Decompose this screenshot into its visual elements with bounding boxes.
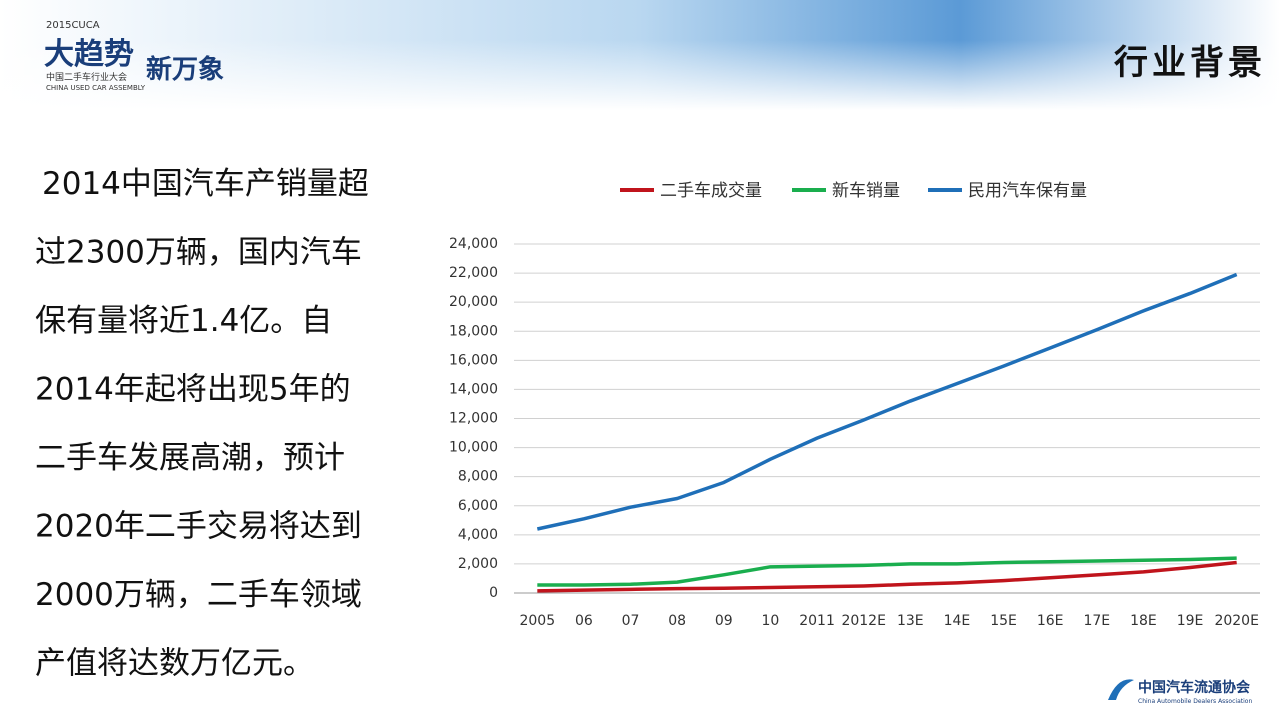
body-line: 过2300万辆，国内汽车 <box>35 235 362 271</box>
org-name-en: China Automobile Dealers Association <box>1138 698 1252 705</box>
event-name-en: CHINA USED CAR ASSEMBLY <box>46 84 146 92</box>
body-line: 2020年二手交易将达到 <box>35 509 362 545</box>
org-name: 中国汽车流通协会 <box>1138 679 1251 696</box>
header-fade <box>0 40 1280 110</box>
slogan: 新万象 <box>146 54 224 85</box>
body-line: 产值将达数万亿元。 <box>35 646 314 682</box>
x-tick-label: 2020E <box>1214 613 1258 629</box>
body-line: 保有量将近1.4亿。自 <box>35 303 332 339</box>
y-tick-label: 18,000 <box>449 323 498 339</box>
slide-title: 行业背景 <box>1114 43 1266 83</box>
y-tick-label: 20,000 <box>449 294 498 310</box>
chart: 0 2,000 4,000 6,000 8,000 10,000 12,000 14,000 1… <box>449 181 1260 629</box>
x-tick-label: 2012E <box>841 613 885 629</box>
series-line <box>537 560 1237 593</box>
body-line: 2014年起将出现5年的 <box>35 372 351 408</box>
legend-label: 民用汽车保有量 <box>968 181 1087 201</box>
y-tick-label: 8,000 <box>458 469 498 485</box>
series-line <box>537 556 1237 587</box>
x-tick-label: 18E <box>1130 613 1157 629</box>
y-tick-label: 22,000 <box>449 265 498 281</box>
x-tick-label: 09 <box>715 613 733 629</box>
x-tick-label: 08 <box>668 613 686 629</box>
x-tick-label: 2005 <box>519 613 555 629</box>
body-line: 二手车发展高潮，预计 <box>35 440 345 476</box>
y-tick-label: 2,000 <box>458 556 498 572</box>
y-tick-label: 6,000 <box>458 498 498 514</box>
series-line <box>536 272 1238 531</box>
y-tick-label: 0 <box>489 585 498 601</box>
event-name: 中国二手车行业大会 <box>46 71 127 83</box>
x-tick-label: 13E <box>897 613 924 629</box>
x-tick-label: 2011 <box>799 613 835 629</box>
logo <box>1108 679 1134 700</box>
x-tick-label: 15E <box>990 613 1017 629</box>
x-tick-label: 10 <box>762 613 780 629</box>
y-tick-label: 12,000 <box>449 411 498 427</box>
y-tick-label: 16,000 <box>449 352 498 368</box>
x-tick-label: 19E <box>1177 613 1204 629</box>
x-tick-label: 17E <box>1083 613 1110 629</box>
x-tick-label: 06 <box>575 613 593 629</box>
body-line: 2014中国汽车产销量超 <box>42 166 369 202</box>
y-tick-label: 10,000 <box>449 440 498 456</box>
slogan: 大趋势 <box>44 37 134 72</box>
x-tick-label: 16E <box>1037 613 1064 629</box>
x-tick-label: 07 <box>622 613 640 629</box>
legend-label: 二手车成交量 <box>660 181 762 201</box>
y-tick-label: 4,000 <box>458 527 498 543</box>
legend-label: 新车销量 <box>832 181 900 201</box>
body-line: 2000万辆，二手车领域 <box>35 577 362 613</box>
event-year: 2015CUCA <box>46 20 100 31</box>
x-tick-label: 14E <box>944 613 971 629</box>
y-tick-label: 24,000 <box>449 236 498 252</box>
y-tick-label: 14,000 <box>449 381 498 397</box>
